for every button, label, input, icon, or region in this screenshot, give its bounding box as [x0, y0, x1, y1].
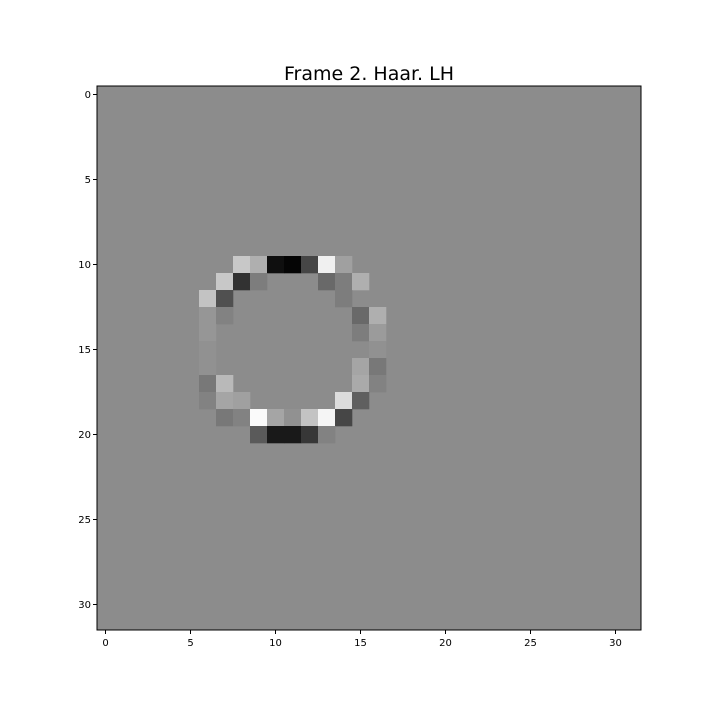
heatmap-cell	[301, 409, 319, 427]
x-tick-label: 5	[187, 638, 193, 649]
heatmap-cell	[216, 273, 234, 291]
heatmap-cell	[369, 358, 387, 376]
heatmap-cell	[352, 392, 370, 410]
heatmap-cell	[216, 409, 234, 427]
x-tick-label: 10	[269, 638, 282, 649]
heatmap-cell	[352, 324, 370, 342]
heatmap-cell	[352, 375, 370, 393]
heatmap-cell	[233, 392, 251, 410]
y-tick-label: 0	[85, 90, 91, 101]
heatmap-cell	[199, 341, 217, 359]
heatmap-cell	[369, 324, 387, 342]
heatmap-cell	[233, 409, 251, 427]
heatmap-cell	[318, 273, 336, 291]
heatmap-cell	[216, 290, 234, 308]
x-axis: 0 5 10 15 20 25 30	[102, 630, 622, 649]
chart-title: Frame 2. Haar. LH	[284, 63, 454, 85]
heatmap-cell	[267, 256, 285, 274]
x-tick-label: 0	[102, 638, 108, 649]
heatmap-cell	[199, 307, 217, 325]
y-tick-label: 25	[78, 515, 91, 526]
heatmap-cell	[335, 256, 353, 274]
heatmap-cell	[335, 273, 353, 291]
heatmap-cell	[267, 426, 285, 444]
heatmap-cell	[250, 256, 268, 274]
heatmap-cell	[335, 392, 353, 410]
plot-area	[96, 85, 642, 631]
heatmap-cell	[216, 392, 234, 410]
heatmap-cell	[250, 426, 268, 444]
heatmap-cells	[199, 256, 387, 444]
heatmap-cell	[250, 273, 268, 291]
heatmap-cell	[369, 375, 387, 393]
x-tick-label: 30	[609, 638, 622, 649]
heatmap-cell	[284, 426, 302, 444]
heatmap-cell	[199, 290, 217, 308]
heatmap-cell	[284, 409, 302, 427]
heatmap-cell	[267, 409, 285, 427]
heatmap-cell	[216, 307, 234, 325]
heatmap-cell	[199, 375, 217, 393]
y-tick-label: 5	[85, 175, 91, 186]
heatmap-cell	[352, 358, 370, 376]
heatmap-cell	[369, 341, 387, 359]
heatmap-cell	[199, 392, 217, 410]
heatmap-cell	[352, 273, 370, 291]
heatmap-cell	[199, 324, 217, 342]
heatmap-cell	[369, 307, 387, 325]
heatmap-cell	[233, 256, 251, 274]
x-tick-label: 15	[354, 638, 367, 649]
y-tick-label: 15	[78, 345, 91, 356]
y-tick-label: 10	[78, 260, 91, 271]
y-tick-label: 30	[78, 600, 91, 611]
heatmap-cell	[199, 358, 217, 376]
heatmap-cell	[250, 409, 268, 427]
heatmap-cell	[352, 307, 370, 325]
heatmap-cell	[284, 256, 302, 274]
y-axis: 0 5 10 15 20 25 30	[78, 90, 97, 611]
heatmap-cell	[301, 426, 319, 444]
heatmap-cell	[318, 256, 336, 274]
heatmap-cell	[301, 256, 319, 274]
heatmap-cell	[216, 375, 234, 393]
heatmap-cell	[318, 409, 336, 427]
heatmap-cell	[233, 273, 251, 291]
x-tick-label: 20	[439, 638, 452, 649]
plot-frame	[96, 85, 642, 631]
x-tick-label: 25	[524, 638, 537, 649]
y-tick-label: 20	[78, 430, 91, 441]
heatmap-cell	[335, 290, 353, 308]
heatmap-cell	[318, 426, 336, 444]
heatmap-cell	[335, 409, 353, 427]
